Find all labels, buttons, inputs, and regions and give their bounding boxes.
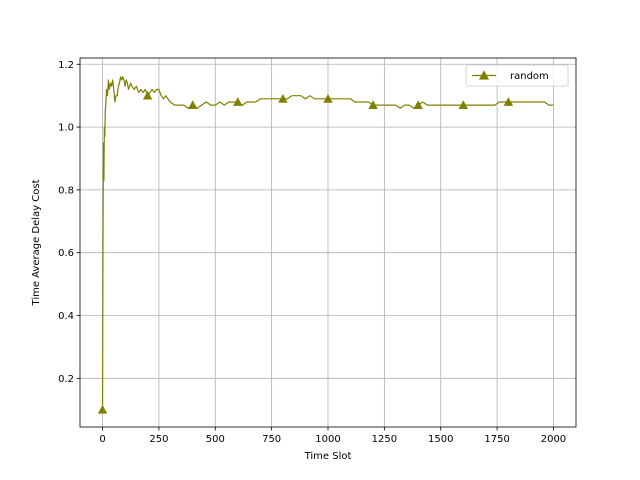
y-tick-label: 1.0 (58, 123, 74, 134)
y-axis-label: Time Average Delay Cost (31, 179, 42, 306)
data-point-marker (413, 100, 423, 109)
data-point-marker (142, 90, 153, 100)
x-tick-label: 1500 (428, 434, 453, 445)
ticks-layer: 0 250 500 750 1000 1250 1500 1750 2000 0.2 0.4 0.6 0… (58, 60, 566, 445)
x-tick-label: 1750 (484, 434, 509, 445)
data-point-marker (458, 100, 468, 109)
x-axis-label: Time Slot (304, 451, 352, 462)
data-point-marker (188, 100, 198, 109)
x-tick-label: 2000 (541, 434, 566, 445)
x-tick-label: 0 (99, 434, 105, 445)
data-point-marker (97, 404, 108, 414)
y-tick-label: 1.2 (58, 60, 74, 71)
y-tick-label: 0.8 (58, 185, 74, 196)
x-tick-label: 1250 (372, 434, 397, 445)
legend-series-name: random (510, 71, 549, 82)
x-tick-label: 500 (206, 434, 225, 445)
data-point-marker (323, 93, 333, 103)
y-tick-label: 0.4 (58, 311, 74, 322)
data-point-marker (368, 100, 378, 109)
series-layer (97, 76, 554, 414)
x-tick-label: 1000 (315, 434, 340, 445)
legend-box (465, 64, 569, 87)
x-tick-label: 750 (262, 434, 281, 445)
y-tick-label: 0.6 (58, 248, 74, 259)
x-tick-label: 250 (149, 434, 168, 445)
legend-marker-triangle-icon (478, 70, 490, 80)
axes-frame (79, 57, 577, 428)
data-point-marker (503, 97, 514, 106)
y-tick-label: 0.2 (58, 374, 74, 385)
grid-layer (80, 58, 576, 427)
legend: random (465, 64, 569, 87)
data-point-marker (278, 93, 288, 103)
data-point-marker (233, 97, 243, 106)
series-line-random (101, 76, 554, 410)
